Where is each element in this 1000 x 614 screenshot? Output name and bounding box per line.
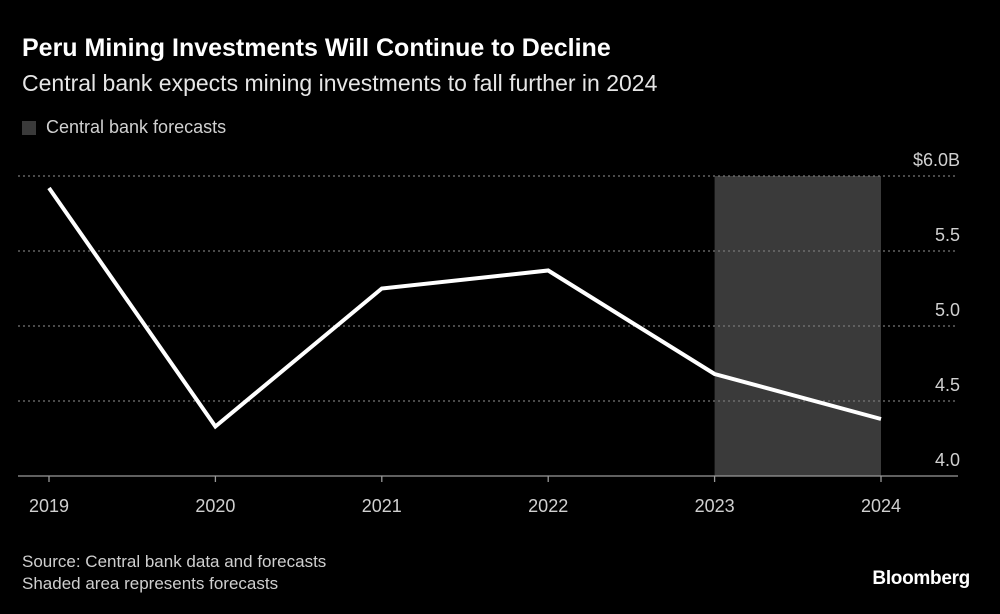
legend-label: Central bank forecasts (46, 117, 227, 137)
y-tick-label: 5.5 (935, 225, 960, 245)
y-tick-label: 5.0 (935, 300, 960, 320)
x-tick-label: 2022 (528, 496, 568, 516)
series-line (47, 186, 882, 430)
chart-subtitle: Central bank expects mining investments … (22, 70, 658, 96)
x-tick-label: 2021 (362, 496, 402, 516)
x-tick-label: 2023 (695, 496, 735, 516)
legend-swatch-forecast (22, 120, 36, 135)
x-tick-label: 2020 (195, 496, 235, 516)
x-tick-label: 2019 (29, 496, 69, 516)
bloomberg-logo: Bloomberg (872, 568, 970, 589)
y-tick-label: $6.0B (913, 150, 960, 170)
source-note: Source: Central bank data and forecasts (22, 552, 327, 571)
x-tick-label: 2024 (861, 496, 901, 516)
legend: Central bank forecasts (22, 117, 226, 138)
footnote: Shaded area represents forecasts (22, 574, 279, 593)
chart-title: Peru Mining Investments Will Continue to… (22, 34, 611, 62)
y-tick-label: 4.5 (935, 375, 960, 395)
y-tick-label: 4.0 (935, 450, 960, 470)
